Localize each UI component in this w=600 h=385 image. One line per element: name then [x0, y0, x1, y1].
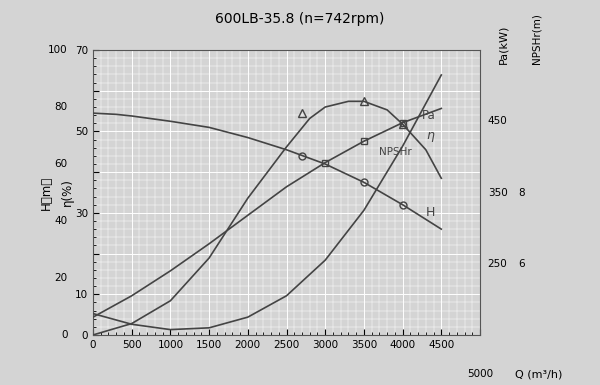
Text: 450: 450 — [488, 116, 508, 126]
Text: 40: 40 — [55, 216, 68, 226]
Text: 6: 6 — [519, 259, 526, 269]
Text: 0: 0 — [61, 330, 68, 340]
Text: Pa(kW): Pa(kW) — [498, 25, 508, 64]
Text: η: η — [426, 129, 434, 142]
Text: H（m）: H（m） — [40, 176, 53, 209]
Text: 60: 60 — [55, 159, 68, 169]
Text: 8: 8 — [519, 187, 526, 198]
Text: H: H — [426, 206, 435, 219]
Text: 350: 350 — [488, 187, 508, 198]
Text: Q (m³/h): Q (m³/h) — [515, 369, 562, 379]
Text: 600LB-35.8 (n=742rpm): 600LB-35.8 (n=742rpm) — [215, 12, 385, 25]
Text: 20: 20 — [55, 273, 68, 283]
Text: 250: 250 — [488, 259, 508, 269]
Text: η(%): η(%) — [61, 179, 74, 206]
Text: 5000: 5000 — [467, 369, 493, 379]
Text: Pa: Pa — [422, 109, 436, 122]
Text: 80: 80 — [55, 102, 68, 112]
Text: NPSHr(m): NPSHr(m) — [531, 13, 541, 64]
Text: 100: 100 — [48, 45, 68, 55]
Text: NPSHr: NPSHr — [379, 147, 412, 157]
